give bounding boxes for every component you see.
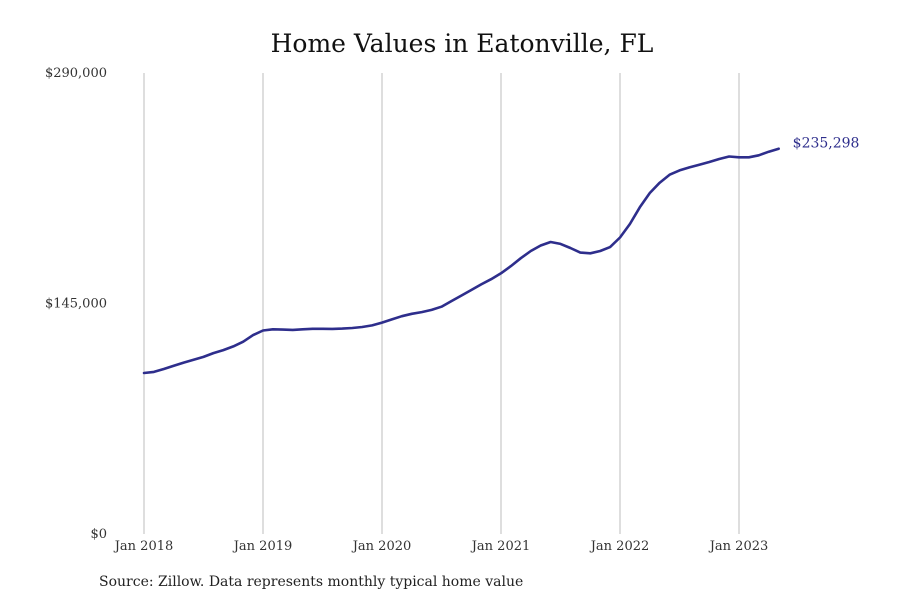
- x-tick-label: Jan 2018: [113, 539, 174, 554]
- chart-title: Home Values in Eatonville, FL: [271, 29, 654, 58]
- x-tick-label: Jan 2022: [589, 539, 650, 554]
- source-note: Source: Zillow. Data represents monthly …: [99, 574, 523, 590]
- x-axis-ticks: Jan 2018 Jan 2019 Jan 2020 Jan 2021 Jan 2022…: [113, 539, 769, 554]
- x-tick-label: Jan 2023: [708, 539, 769, 554]
- x-tick-label: Jan 2019: [232, 539, 293, 554]
- y-tick-label: $0: [90, 527, 107, 542]
- y-tick-label: $290,000: [45, 66, 107, 81]
- y-tick-label: $145,000: [45, 297, 107, 312]
- y-axis-ticks: $0 $145,000 $290,000: [45, 66, 107, 542]
- gridlines: [143, 73, 740, 534]
- x-tick-label: Jan 2021: [470, 539, 531, 554]
- x-tick-label: Jan 2020: [351, 539, 412, 554]
- latest-value-label: $235,298: [793, 136, 860, 152]
- home-value-line: [142, 147, 780, 375]
